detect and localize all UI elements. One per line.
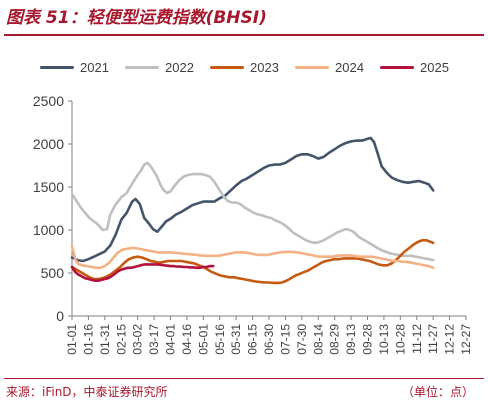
series-line-2021	[70, 136, 435, 263]
y-tick-label: 0	[56, 308, 64, 324]
x-tick-label: 11-27	[426, 324, 440, 354]
legend-swatch-2022	[125, 65, 159, 69]
series-line-2025	[70, 263, 215, 282]
x-tick-label: 10-13	[377, 324, 391, 355]
x-tick-label: 01-16	[81, 324, 95, 355]
legend-label-2021: 2021	[80, 59, 109, 75]
chart-legend: 2021 2022 2023 2024 2025	[0, 58, 488, 76]
legend-item-2021: 2021	[40, 58, 109, 76]
x-tick-label: 09-13	[344, 324, 358, 355]
y-tick-label: 1500	[33, 179, 64, 195]
chart-title: 图表 51：轻便型运费指数(BHSI)	[6, 8, 267, 28]
series-line-2024	[70, 245, 435, 270]
x-tick-label: 08-14	[311, 324, 325, 355]
x-tick-label: 09-28	[361, 324, 375, 355]
unit-note: （单位：点）	[401, 385, 474, 399]
y-tick-label: 500	[41, 265, 65, 281]
legend-item-2022: 2022	[125, 58, 194, 76]
legend-label-2024: 2024	[335, 59, 364, 75]
source-note: 来源：iFinD，中泰证券研究所	[6, 385, 168, 399]
legend-swatch-2025	[380, 65, 414, 69]
title-divider	[4, 34, 484, 36]
x-tick-label: 07-30	[295, 324, 309, 355]
legend-label-2025: 2025	[420, 59, 449, 75]
legend-item-2024: 2024	[295, 58, 364, 76]
x-tick-label: 02-15	[114, 324, 128, 355]
y-tick-label: 2500	[33, 93, 64, 109]
x-tick-label: 07-15	[278, 324, 292, 355]
footer-divider	[4, 378, 484, 379]
legend-swatch-2024	[295, 65, 329, 69]
y-tick-label: 2000	[33, 136, 64, 152]
x-tick-label: 04-01	[164, 324, 178, 355]
legend-item-2023: 2023	[210, 58, 279, 76]
series-line-2023	[70, 239, 435, 285]
x-tick-label: 03-02	[131, 324, 145, 355]
x-tick-label: 12-27	[459, 324, 473, 355]
x-tick-label: 03-17	[147, 324, 161, 355]
x-tick-label: 12-12	[443, 324, 457, 355]
x-tick-label: 04-16	[180, 324, 194, 355]
x-tick-label: 01-31	[98, 324, 112, 355]
y-tick-label: 1000	[33, 222, 64, 238]
legend-label-2022: 2022	[165, 59, 194, 75]
x-tick-label: 10-28	[393, 324, 407, 355]
x-tick-label: 05-01	[196, 324, 210, 355]
legend-swatch-2023	[210, 65, 244, 69]
legend-label-2023: 2023	[250, 59, 279, 75]
x-tick-label: 08-29	[328, 324, 342, 355]
x-tick-label: 01-01	[65, 324, 79, 355]
x-tick-label: 06-30	[262, 324, 276, 355]
series-line-2022	[70, 161, 435, 262]
x-tick-label: 06-15	[246, 324, 260, 355]
legend-swatch-2021	[40, 65, 74, 69]
x-tick-label: 05-16	[213, 324, 227, 355]
legend-item-2025: 2025	[380, 58, 449, 76]
line-chart: 0 500 1000 1500 2000 2500 01-01 01-16 01-31 02-15…	[33, 93, 473, 355]
x-tick-label: 11-12	[410, 324, 424, 354]
x-tick-label: 05-31	[229, 324, 243, 355]
